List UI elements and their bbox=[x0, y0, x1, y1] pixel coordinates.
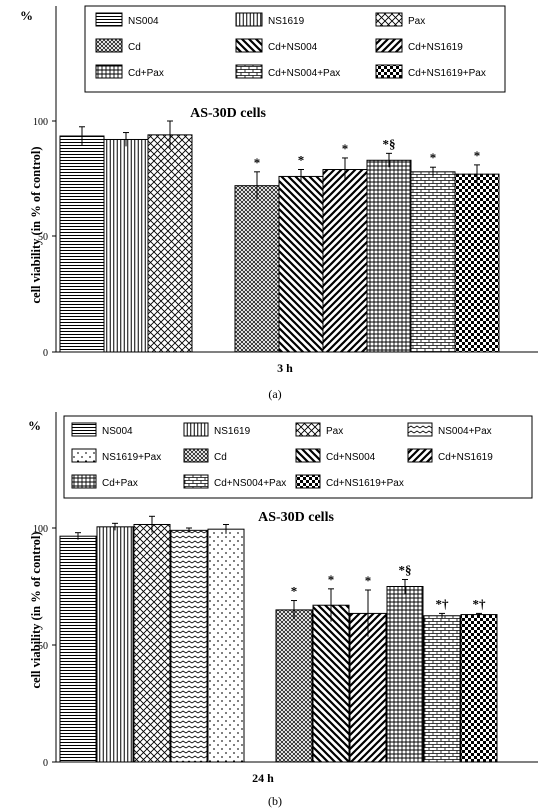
significance-marker: * bbox=[298, 153, 305, 168]
legend-swatch-pax bbox=[295, 422, 321, 437]
legend: NS004 NS1619 Pax NS004+Pax NS1619+Pax Cd Cd+NS… bbox=[71, 422, 493, 489]
bar-ns1619 bbox=[103, 138, 149, 353]
y-axis-title: cell viability (in % of control) bbox=[29, 146, 43, 303]
legend-swatch-cd-pax bbox=[71, 474, 97, 489]
y-tick-label: 50 bbox=[38, 641, 48, 652]
legend-swatch-ns1619 bbox=[183, 422, 209, 437]
legend-label-ns004-pax: NS004+Pax bbox=[438, 426, 492, 437]
legend-label-ns004: NS004 bbox=[102, 426, 133, 437]
legend: NS004 NS1619 Pax Cd Cd+NS004 Cd+NS1619 Cd+Pax C… bbox=[95, 12, 486, 79]
significance-marker: * bbox=[474, 148, 481, 163]
bar-cd-ns004 bbox=[278, 175, 324, 353]
legend-label-cd-ns1619: Cd+NS1619 bbox=[408, 42, 463, 53]
legend-swatch-ns004 bbox=[71, 422, 97, 437]
chart-title: AS-30D cells bbox=[258, 510, 334, 525]
legend-label-pax: Pax bbox=[408, 16, 425, 27]
bar-cd-pax bbox=[366, 159, 412, 353]
x-axis-label: 3 h bbox=[277, 361, 293, 375]
significance-marker: * bbox=[291, 584, 298, 599]
y-unit-label: % bbox=[28, 418, 41, 433]
significance-marker: * bbox=[342, 141, 349, 156]
significance-marker: *§ bbox=[383, 136, 396, 151]
legend-label-cd-ns1619: Cd+NS1619 bbox=[438, 452, 493, 463]
chart-title: AS-30D cells bbox=[190, 106, 266, 121]
bar-ns004 bbox=[59, 135, 105, 353]
bar-pax bbox=[133, 523, 171, 763]
legend-label-cd: Cd bbox=[214, 452, 227, 463]
panel-label: (a) bbox=[268, 387, 281, 401]
legend-swatch-ns1619-pax bbox=[71, 448, 97, 463]
legend-label-cd-pax: Cd+Pax bbox=[128, 68, 164, 79]
legend-label-ns1619-pax: NS1619+Pax bbox=[102, 452, 161, 463]
legend-swatch-ns004-pax bbox=[407, 422, 433, 437]
y-axis-title: cell viability (in % of control) bbox=[29, 531, 43, 688]
significance-marker: *† bbox=[436, 596, 450, 611]
legend-label-cd-ns004: Cd+NS004 bbox=[326, 452, 376, 463]
legend-swatch-cd-ns004-pax bbox=[183, 474, 209, 489]
legend-label-ns1619: NS1619 bbox=[214, 426, 251, 437]
bar-pax bbox=[147, 134, 193, 353]
bar-ns004 bbox=[59, 535, 97, 763]
legend-label-cd: Cd bbox=[128, 42, 141, 53]
legend-label-cd-ns1619-pax: Cd+NS1619+Pax bbox=[326, 478, 404, 489]
y-tick-label: 50 bbox=[38, 232, 48, 243]
legend-box bbox=[84, 5, 506, 93]
bar-cd-ns1619 bbox=[349, 612, 387, 763]
significance-marker: * bbox=[254, 155, 261, 170]
bars-layer: * * * *§ * * bbox=[59, 120, 500, 353]
bar-cd-ns1619-pax bbox=[454, 173, 500, 353]
y-tick-label: 100 bbox=[33, 524, 48, 535]
bar-cd-ns004 bbox=[312, 604, 350, 763]
legend-label-cd-ns004-pax: Cd+NS004+Pax bbox=[214, 478, 286, 489]
legend-swatch-cd-ns004 bbox=[235, 38, 263, 53]
panel-label: (b) bbox=[268, 794, 282, 808]
y-tick-label: 0 bbox=[43, 758, 48, 769]
bars-layer: * * * *§ *† *† bbox=[59, 515, 498, 763]
bar-cd-ns004-pax bbox=[423, 615, 461, 763]
legend-swatch-pax bbox=[375, 12, 403, 27]
panel-a: % cell viability (in % of control) 0 50 … bbox=[20, 5, 538, 401]
legend-swatch-cd-ns1619-pax bbox=[375, 64, 403, 79]
bar-cd-ns004-pax bbox=[410, 171, 456, 353]
bar-ns1619 bbox=[96, 526, 134, 763]
legend-label-ns1619: NS1619 bbox=[268, 16, 305, 27]
bar-cd-ns1619-pax bbox=[460, 614, 498, 763]
bar-cd-ns1619 bbox=[322, 169, 368, 353]
legend-swatch-ns004 bbox=[95, 12, 123, 27]
legend-label-ns004: NS004 bbox=[128, 16, 159, 27]
legend-label-cd-ns004: Cd+NS004 bbox=[268, 42, 318, 53]
significance-marker: *§ bbox=[399, 562, 412, 577]
legend-swatch-cd-ns004 bbox=[295, 448, 321, 463]
panel-b: % cell viability (in % of control) 0 50 … bbox=[28, 412, 538, 808]
legend-swatch-cd-ns1619 bbox=[375, 38, 403, 53]
legend-swatch-cd-ns1619 bbox=[407, 448, 433, 463]
significance-marker: * bbox=[365, 573, 372, 588]
legend-swatch-ns1619 bbox=[235, 12, 263, 27]
legend-swatch-cd bbox=[183, 448, 209, 463]
legend-swatch-cd bbox=[95, 38, 123, 53]
y-tick-label: 0 bbox=[43, 348, 48, 359]
bar-ns1619-pax bbox=[207, 528, 245, 763]
significance-marker: *† bbox=[473, 596, 487, 611]
legend-label-cd-ns004-pax: Cd+NS004+Pax bbox=[268, 68, 340, 79]
legend-label-cd-ns1619-pax: Cd+NS1619+Pax bbox=[408, 68, 486, 79]
legend-swatch-cd-ns004-pax bbox=[235, 64, 263, 79]
legend-swatch-cd-ns1619-pax bbox=[295, 474, 321, 489]
significance-marker: * bbox=[328, 572, 335, 587]
legend-label-cd-pax: Cd+Pax bbox=[102, 478, 138, 489]
bar-cd bbox=[234, 185, 280, 353]
x-axis-label: 24 h bbox=[252, 771, 274, 785]
legend-swatch-cd-pax bbox=[95, 64, 123, 79]
significance-marker: * bbox=[430, 150, 437, 165]
bar-cd-pax bbox=[386, 586, 424, 763]
bar-cd bbox=[275, 609, 313, 763]
y-unit-label: % bbox=[20, 8, 33, 23]
legend-label-pax: Pax bbox=[326, 426, 343, 437]
y-tick-label: 100 bbox=[33, 117, 48, 128]
bar-ns004-pax bbox=[170, 529, 208, 763]
